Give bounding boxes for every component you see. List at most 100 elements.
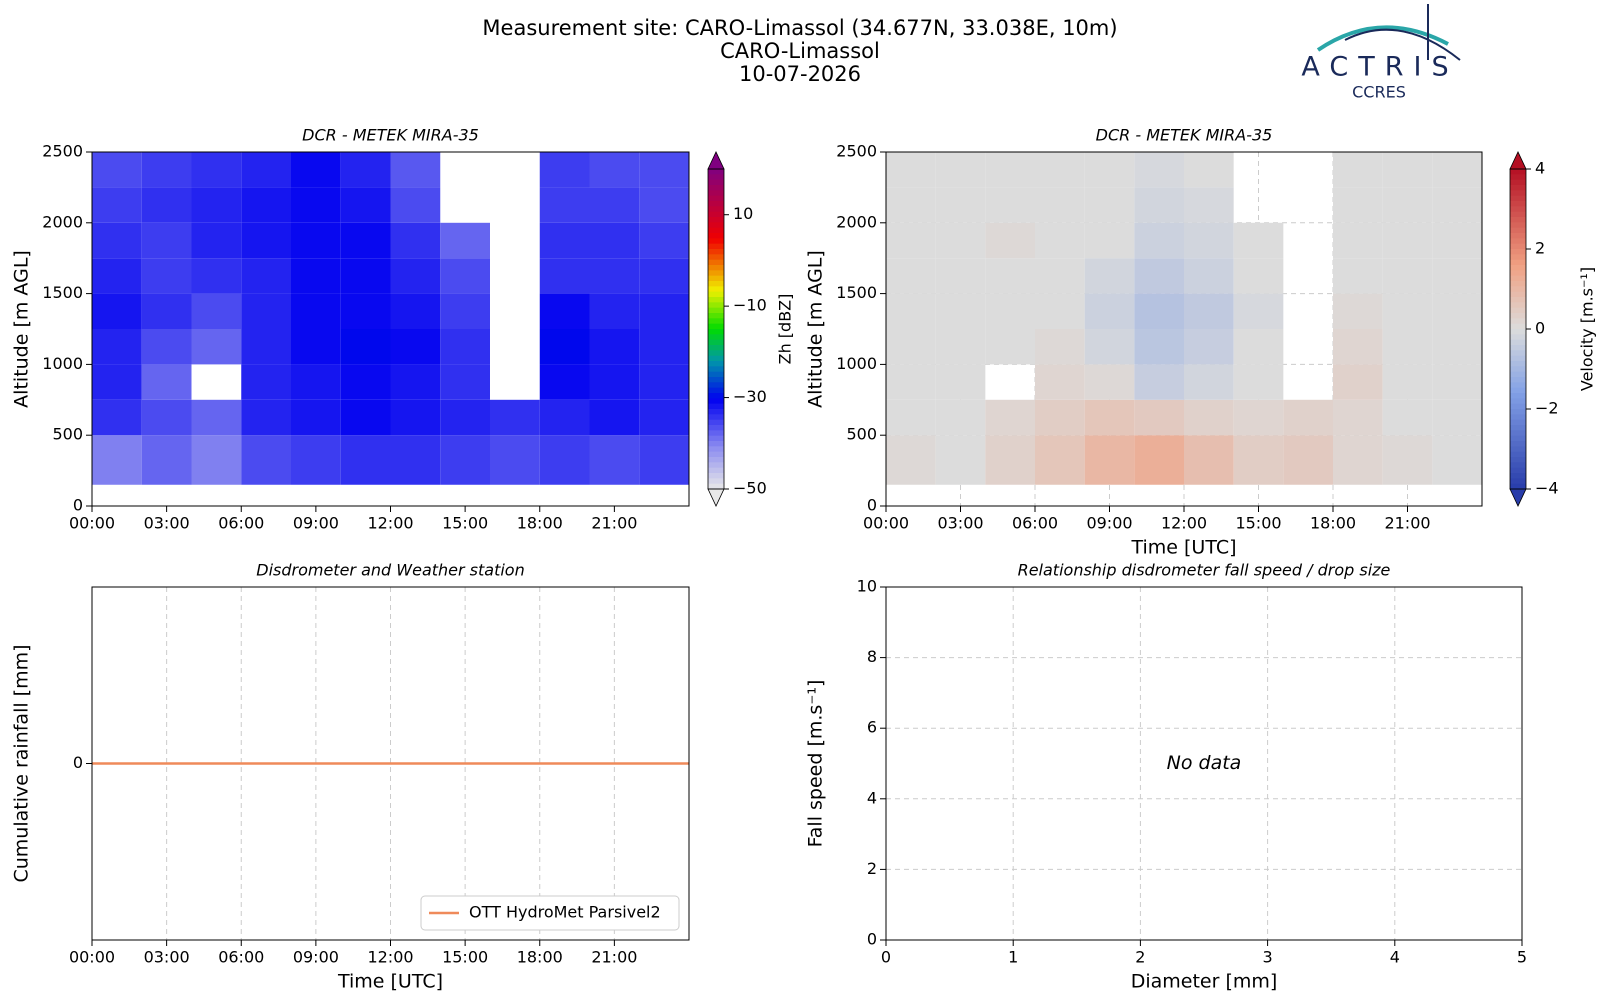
colorbar-segment — [708, 467, 724, 474]
heat-cell — [1035, 293, 1085, 329]
x-tick-label: 0 — [881, 948, 891, 967]
colorbar-segment — [1510, 382, 1526, 389]
colorbar-segment — [708, 211, 724, 218]
colorbar-segment — [708, 435, 724, 442]
panel: OTT HydroMet Parsivel2 00:00 03:00 06:00 09:… — [11, 561, 690, 993]
heat-cell — [539, 435, 590, 485]
colorbar-segment — [1510, 217, 1526, 223]
x-tick-label: 06:00 — [1012, 514, 1058, 533]
heat-cell — [985, 187, 1035, 223]
heat-cell — [291, 187, 341, 223]
heat-cell — [935, 399, 986, 436]
heat-cell — [589, 399, 640, 436]
y-tick-label: 8 — [867, 647, 877, 666]
heat-cell — [1035, 364, 1085, 400]
y-tick-label: 10 — [857, 577, 877, 596]
heat-cell — [1035, 187, 1085, 223]
heat-cell — [1432, 187, 1482, 223]
heat-cell — [1233, 399, 1284, 436]
heat-cell — [589, 222, 640, 259]
heat-cell — [141, 222, 192, 259]
colorbar-segment — [708, 382, 724, 389]
heat-cell — [1084, 152, 1135, 188]
colorbar-segment — [1510, 323, 1526, 330]
heat-cell — [886, 435, 936, 485]
x-axis-label: Diameter [mm] — [1131, 971, 1278, 993]
heat-cell — [191, 399, 242, 436]
y-axis-label: Cumulative rainfall [mm] — [11, 644, 33, 882]
heat-cell — [1432, 435, 1482, 485]
colorbar-segment — [708, 451, 724, 458]
y-axis-label: Fall speed [m.s⁻¹] — [805, 680, 827, 848]
y-tick-label: 2500 — [836, 142, 877, 161]
heat-cell — [1283, 435, 1333, 485]
heat-cell — [935, 293, 986, 329]
colorbar-segment — [708, 201, 724, 207]
heat-cell — [1035, 399, 1085, 436]
heat-cell — [390, 435, 441, 485]
colorbar-segment — [708, 457, 724, 463]
heat-cell — [1233, 222, 1284, 259]
colorbar-segment — [708, 430, 724, 437]
heat-cell — [935, 187, 986, 223]
y-tick-label: 0 — [867, 496, 877, 515]
heat-cell — [291, 293, 341, 329]
colorbar-label: Velocity [m.s⁻¹] — [1578, 267, 1597, 391]
heat-cell — [639, 152, 689, 188]
x-axis-label: Time [UTC] — [337, 971, 443, 993]
heat-cell — [935, 435, 986, 485]
heat-cell — [1184, 293, 1234, 329]
colorbar-segment — [1510, 334, 1526, 341]
colorbar-segment — [708, 270, 724, 277]
colorbar-segment — [1510, 350, 1526, 357]
colorbar-segment — [708, 419, 724, 426]
heat-cell — [191, 152, 242, 188]
colorbar-segment — [708, 206, 724, 213]
heat-cell — [1184, 364, 1234, 400]
heat-cell — [1283, 399, 1333, 436]
heat-cell — [92, 399, 142, 436]
colorbar-segment — [1510, 254, 1526, 261]
colorbar-frame — [707, 168, 725, 490]
heat-cell — [92, 329, 142, 365]
x-tick-label: 03:00 — [144, 948, 190, 967]
colorbar-segment — [1510, 451, 1526, 458]
legend-box — [420, 895, 680, 931]
heat-cell — [241, 222, 291, 259]
colorbar-segment — [708, 265, 724, 271]
colorbar-segment — [1510, 483, 1526, 490]
heat-cell — [141, 258, 192, 294]
x-tick-label: 09:00 — [293, 948, 339, 967]
heat-cell — [141, 187, 192, 223]
colorbar-segment — [1510, 371, 1526, 378]
heat-cell — [1084, 258, 1135, 294]
colorbar-tick-label: −2 — [1535, 399, 1559, 418]
x-tick-label: 15:00 — [442, 948, 488, 967]
colorbar-segment — [1510, 355, 1526, 362]
colorbar-segment — [708, 398, 724, 405]
x-tick-label: 15:00 — [442, 514, 488, 533]
heat-cell — [92, 258, 142, 294]
colorbar-segment — [1510, 329, 1526, 335]
colorbar-segment — [708, 243, 724, 250]
heat-cell — [1084, 399, 1135, 436]
heat-cell — [241, 293, 291, 329]
colorbar-segment — [708, 483, 724, 490]
colorbar-segment — [708, 185, 724, 191]
heat-cell — [589, 329, 640, 365]
heat-cell — [1333, 222, 1383, 259]
heat-cell — [291, 364, 341, 400]
colorbar-segment — [708, 297, 724, 303]
colorbar-segment — [708, 281, 724, 287]
colorbar-tick-label: 10 — [733, 204, 753, 223]
heat-cell — [92, 364, 142, 400]
heat-cell — [1134, 329, 1184, 365]
heat-cell — [985, 435, 1035, 485]
heat-cell — [886, 293, 936, 329]
heat-cell — [390, 399, 441, 436]
x-tick-label: 00:00 — [69, 514, 115, 533]
heat-cell — [1432, 152, 1482, 188]
heat-cell — [1333, 152, 1383, 188]
heat-cell — [1432, 293, 1482, 329]
heat-cell — [935, 364, 986, 400]
